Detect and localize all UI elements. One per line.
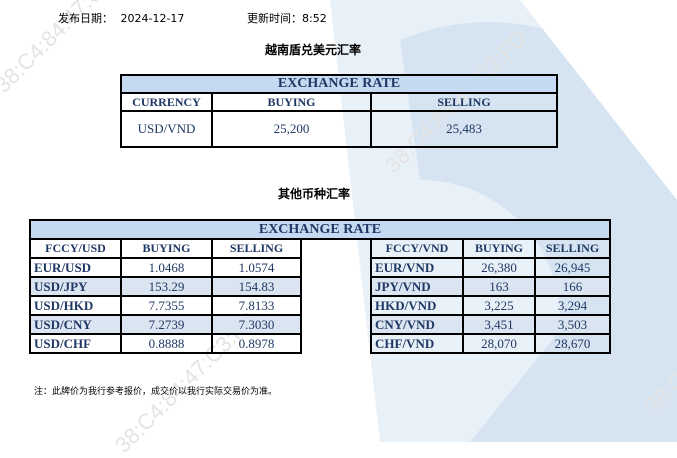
buying-cell: 28,070 [462, 333, 536, 354]
usd-section-title: 越南盾兑美元汇率 [265, 43, 362, 57]
buying-cell: 153.29 [120, 276, 213, 297]
pair-cell: HKD/VND [370, 295, 464, 316]
table-title: EXCHANGE RATE [120, 74, 558, 94]
other-rates-table: EXCHANGE RATE FCCY/USD BUYING SELLING FC… [29, 219, 611, 354]
table-row: USD/CNY 7.2739 7.3030 CNY/VND 3,451 3,503 [29, 314, 611, 335]
pair-cell: USD/CNY [29, 314, 122, 335]
buying-cell: 0.8888 [120, 333, 213, 354]
disclaimer-note: 注：此牌价为我行参考报价，成交价以我行实际交易价为准。 [34, 387, 278, 397]
selling-cell: 154.83 [211, 276, 302, 297]
selling-cell: 0.8978 [211, 333, 302, 354]
spacer [300, 239, 372, 258]
buying-cell: 7.2739 [120, 314, 213, 335]
spacer [300, 258, 372, 277]
selling-cell: 1.0574 [211, 257, 302, 278]
buying-cell: 7.7355 [120, 295, 213, 316]
pair-cell: USD/CHF [29, 333, 122, 354]
buying-cell: 25,200 [211, 110, 372, 148]
table-row: USD/HKD 7.7355 7.8133 HKD/VND 3,225 3,294 [29, 295, 611, 316]
selling-cell: 3,503 [534, 314, 611, 335]
spacer [300, 277, 372, 296]
pair-cell: EUR/VND [370, 257, 464, 278]
pair-cell: CNY/VND [370, 314, 464, 335]
column-header: FCCY/VND [370, 238, 464, 259]
table-row: EUR/USD 1.0468 1.0574 EUR/VND 26,380 26,945 [29, 257, 611, 278]
pair-cell: EUR/USD [29, 257, 122, 278]
column-header: BUYING [120, 238, 213, 259]
table-title: EXCHANGE RATE [29, 219, 611, 240]
other-section-title: 其他币种汇率 [278, 187, 351, 201]
buying-cell: 26,380 [462, 257, 536, 278]
pair-cell: USD/JPY [29, 276, 122, 297]
buying-cell: 1.0468 [120, 257, 213, 278]
buying-cell: 163 [462, 276, 536, 297]
table-row: USD/CHF 0.8888 0.8978 CHF/VND 28,070 28,670 [29, 333, 611, 354]
spacer [300, 296, 372, 315]
buying-cell: 3,225 [462, 295, 536, 316]
pair-cell: CHF/VND [370, 333, 464, 354]
time-value: 8:52 [302, 12, 327, 25]
column-header: SELLING [534, 238, 611, 259]
table-row: USD/VND 25,200 25,483 [120, 110, 558, 148]
selling-cell: 28,670 [534, 333, 611, 354]
pair-cell: USD/VND [120, 110, 213, 148]
column-header: BUYING [462, 238, 536, 259]
table-row: USD/JPY 153.29 154.83 JPY/VND 163 166 [29, 276, 611, 297]
date-label: 发布日期： [58, 12, 113, 25]
selling-cell: 26,945 [534, 257, 611, 278]
column-header: CURRENCY [120, 92, 213, 112]
pair-cell: USD/HKD [29, 295, 122, 316]
selling-cell: 25,483 [370, 110, 558, 148]
selling-cell: 7.3030 [211, 314, 302, 335]
usd-vnd-table: EXCHANGE RATE CURRENCY BUYING SELLING US… [120, 74, 558, 148]
pair-cell: JPY/VND [370, 276, 464, 297]
selling-cell: 166 [534, 276, 611, 297]
publish-date: 发布日期： 2024-12-17 [58, 10, 184, 26]
selling-cell: 7.8133 [211, 295, 302, 316]
selling-cell: 3,294 [534, 295, 611, 316]
column-header: BUYING [211, 92, 372, 112]
column-header: SELLING [370, 92, 558, 112]
time-label: 更新时间： [247, 12, 302, 25]
spacer [300, 334, 372, 353]
column-header: FCCY/USD [29, 238, 122, 259]
date-value: 2024-12-17 [120, 12, 185, 25]
spacer [300, 315, 372, 334]
buying-cell: 3,451 [462, 314, 536, 335]
update-time: 更新时间：8:52 [247, 10, 327, 26]
column-header: SELLING [211, 238, 302, 259]
